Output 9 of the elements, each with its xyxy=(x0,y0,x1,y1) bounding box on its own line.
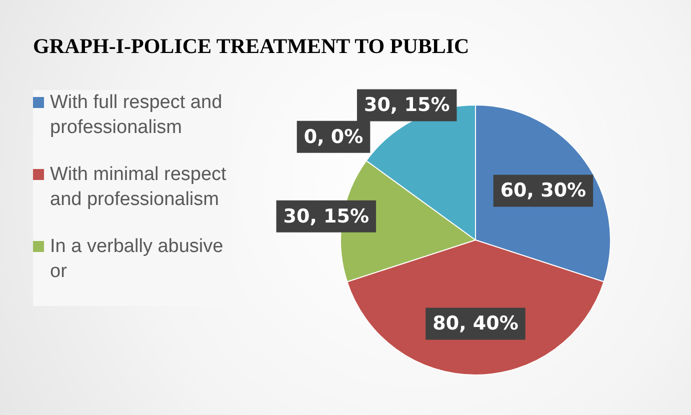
legend-label: With minimal respect and professionalism xyxy=(50,163,228,212)
data-label: 30, 15% xyxy=(283,205,370,228)
chart-title: GRAPH-I-POLICE TREATMENT TO PUBLIC xyxy=(33,34,470,59)
legend-label: With full respect and professionalism xyxy=(50,91,224,140)
data-label: 80, 40% xyxy=(432,312,518,335)
data-label: 60, 30% xyxy=(500,180,586,202)
text: 0, 0% xyxy=(304,126,364,148)
data-label: 30, 15% xyxy=(364,94,450,116)
legend-label: In a verbally abusive or xyxy=(50,235,224,284)
